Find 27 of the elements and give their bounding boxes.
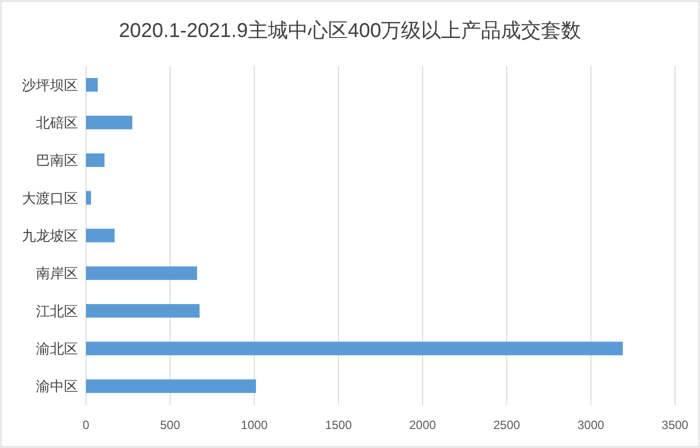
x-tick-label: 500 (160, 418, 180, 432)
y-tick-label: 渝北区 (36, 340, 78, 356)
x-tick-label: 3500 (662, 418, 689, 432)
x-tick-label: 0 (82, 418, 90, 432)
y-tick-label: 九龙坡区 (22, 228, 78, 244)
x-tick-label: 2500 (493, 418, 520, 432)
y-tick-label: 南岸区 (36, 265, 78, 282)
y-tick-label: 巴南区 (36, 152, 78, 168)
chart-title: 2020.1-2021.9主城中心区400万级以上产品成交套数 (118, 19, 582, 42)
y-tick-label: 大渡口区 (22, 190, 78, 206)
bar (86, 379, 256, 393)
x-tick-label: 1500 (325, 418, 352, 432)
bar (86, 153, 105, 167)
bar (86, 191, 92, 205)
bar (86, 342, 623, 356)
bar (86, 116, 132, 130)
bar (86, 266, 198, 280)
bar (86, 78, 98, 92)
y-tick-label: 沙坪坝区 (22, 76, 78, 93)
y-tick-label: 江北区 (36, 302, 78, 319)
x-tick-label: 1000 (240, 418, 268, 432)
y-tick-label: 北碚区 (36, 114, 78, 130)
y-tick-label: 渝中区 (36, 378, 78, 394)
x-tick-label: 2000 (409, 418, 436, 432)
bar (86, 304, 200, 318)
bar (86, 228, 115, 242)
x-tick-label: 3000 (578, 418, 605, 432)
